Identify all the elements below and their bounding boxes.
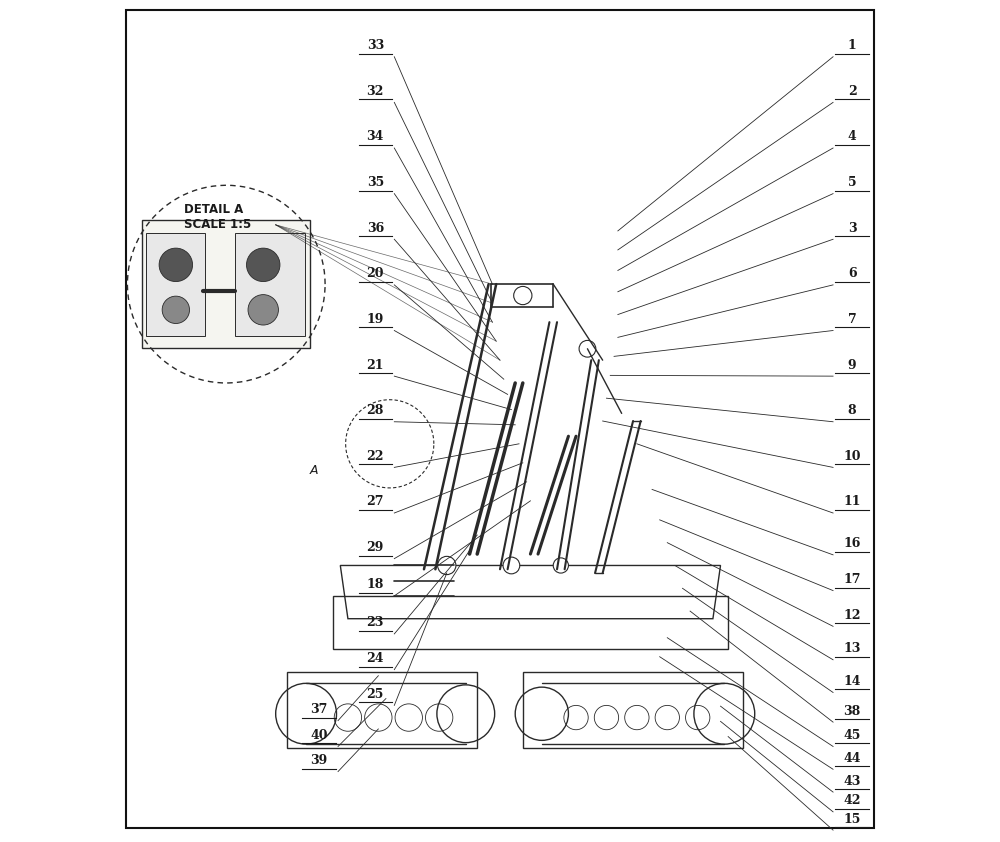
Text: 44: 44 [843,752,861,765]
Text: 15: 15 [843,813,861,825]
Text: 33: 33 [367,40,384,52]
Text: 4: 4 [848,131,856,143]
Text: 2: 2 [848,85,856,98]
Circle shape [438,557,456,574]
Text: 24: 24 [367,652,384,665]
Circle shape [553,558,568,573]
Text: 23: 23 [367,616,384,629]
Text: 29: 29 [367,541,384,554]
Text: 22: 22 [367,450,384,463]
Text: 19: 19 [367,313,384,326]
Text: 16: 16 [843,537,861,551]
Text: 34: 34 [367,131,384,143]
Text: 37: 37 [310,703,328,716]
Text: 17: 17 [843,573,861,586]
Text: 32: 32 [367,85,384,98]
Text: 21: 21 [367,359,384,371]
Text: 39: 39 [310,754,328,767]
Text: 13: 13 [843,642,861,655]
Text: 36: 36 [367,221,384,235]
Text: 45: 45 [843,729,861,742]
Text: 7: 7 [848,313,856,326]
Text: 40: 40 [310,729,328,742]
Text: 11: 11 [843,495,861,509]
Text: 38: 38 [843,705,861,717]
Circle shape [246,248,280,281]
Bar [146,232,205,335]
Text: 12: 12 [843,609,861,621]
Circle shape [503,557,520,574]
Circle shape [579,340,596,357]
Circle shape [248,295,278,325]
Circle shape [514,286,532,305]
Text: 9: 9 [848,359,856,371]
Text: 28: 28 [367,404,384,417]
Text: 8: 8 [848,404,856,417]
Text: 20: 20 [367,267,384,280]
Bar [235,232,305,335]
Text: 1: 1 [848,40,856,52]
Text: A: A [309,464,318,477]
Text: 3: 3 [848,221,856,235]
Text: 18: 18 [367,578,384,591]
Text: 35: 35 [367,176,384,189]
Text: 43: 43 [843,775,861,787]
Text: 42: 42 [843,794,861,807]
Text: 27: 27 [367,495,384,509]
Text: 5: 5 [848,176,856,189]
Text: 14: 14 [843,675,861,688]
Text: DETAIL A
SCALE 1:5: DETAIL A SCALE 1:5 [184,203,252,231]
Text: 25: 25 [367,688,384,701]
Circle shape [159,248,193,281]
Bar [142,220,310,349]
Text: 10: 10 [843,450,861,463]
Circle shape [162,296,190,323]
Text: 6: 6 [848,267,856,280]
